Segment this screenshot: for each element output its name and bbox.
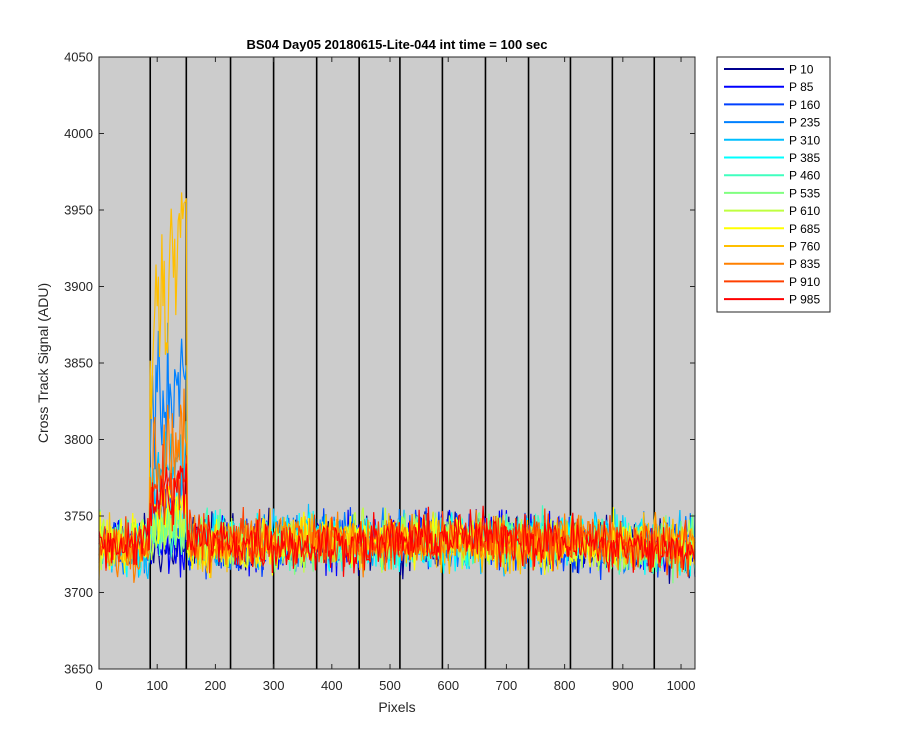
y-tick-label: 3900 bbox=[64, 279, 93, 294]
y-tick-label: 3950 bbox=[64, 203, 93, 218]
legend-label: P 835 bbox=[789, 257, 820, 271]
legend-label: P 910 bbox=[789, 275, 820, 289]
x-axis-label: Pixels bbox=[378, 699, 415, 715]
legend-label: P 10 bbox=[789, 63, 814, 77]
legend-label: P 160 bbox=[789, 98, 820, 112]
legend-label: P 460 bbox=[789, 169, 820, 183]
y-tick-label: 3750 bbox=[64, 509, 93, 524]
legend-label: P 685 bbox=[789, 222, 820, 236]
y-tick-label: 4000 bbox=[64, 126, 93, 141]
x-tick-label: 200 bbox=[205, 678, 227, 693]
legend-label: P 535 bbox=[789, 186, 820, 200]
x-tick-label: 0 bbox=[95, 678, 102, 693]
series-line-p985 bbox=[98, 463, 696, 577]
x-tick-label: 900 bbox=[612, 678, 634, 693]
legend-label: P 385 bbox=[789, 151, 820, 165]
series-lines bbox=[98, 192, 696, 584]
y-tick-label: 3800 bbox=[64, 432, 93, 447]
y-axis: 3650 3700 3750 3800 3850 3900 3950 4000 4050 bbox=[64, 50, 695, 677]
y-axis-label: Cross Track Signal (ADU) bbox=[35, 283, 51, 443]
x-tick-label: 800 bbox=[554, 678, 576, 693]
y-tick-label: 3850 bbox=[64, 356, 93, 371]
plot-background bbox=[99, 57, 695, 669]
legend-box bbox=[716, 56, 831, 313]
x-tick-label: 400 bbox=[321, 678, 343, 693]
legend-label: P 760 bbox=[789, 240, 820, 254]
legend: P 10 P 85 P 160 P 235 P 310 P 385 P 460 P 535 P … bbox=[716, 56, 831, 313]
x-tick-label: 700 bbox=[496, 678, 518, 693]
legend-label: P 235 bbox=[789, 116, 820, 130]
series-line-p835 bbox=[98, 388, 696, 583]
y-tick-label: 3700 bbox=[64, 585, 93, 600]
legend-label: P 985 bbox=[789, 293, 820, 307]
legend-label: P 610 bbox=[789, 204, 820, 218]
x-tick-label: 1000 bbox=[667, 678, 696, 693]
x-axis: 0 100 200 300 400 500 600 700 800 900 1000 bbox=[95, 57, 695, 693]
chart-title: BS04 Day05 20180615-Lite-044 int time = … bbox=[247, 37, 548, 52]
legend-label: P 310 bbox=[789, 133, 820, 147]
legend-label: P 85 bbox=[789, 80, 814, 94]
x-tick-label: 600 bbox=[437, 678, 459, 693]
x-tick-label: 100 bbox=[146, 678, 168, 693]
x-tick-label: 300 bbox=[263, 678, 285, 693]
y-tick-label: 4050 bbox=[64, 50, 93, 65]
x-tick-label: 500 bbox=[379, 678, 401, 693]
y-tick-label: 3650 bbox=[64, 662, 93, 677]
